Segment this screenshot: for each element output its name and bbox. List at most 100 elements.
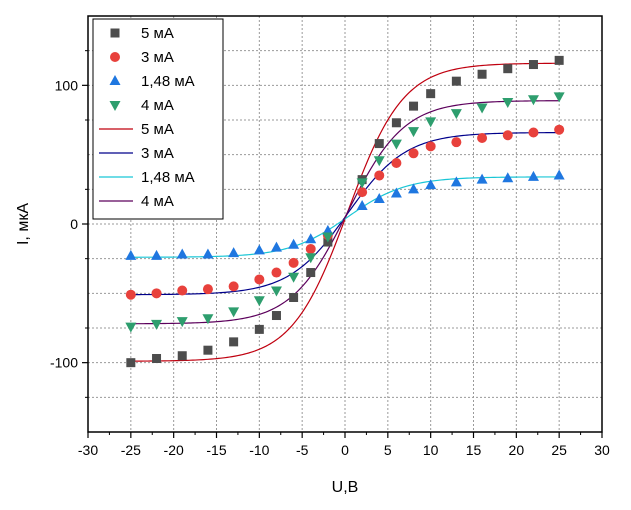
data-point	[228, 247, 240, 258]
y-tick-label: -100	[50, 355, 78, 371]
data-point	[356, 199, 368, 210]
x-tick-label: 30	[594, 442, 610, 458]
data-point	[253, 244, 265, 255]
grid	[88, 16, 602, 432]
data-point	[357, 187, 368, 198]
legend-label: 5 мА	[141, 25, 174, 42]
x-tick-label: 25	[551, 442, 567, 458]
data-point	[356, 178, 368, 189]
data-point	[391, 157, 402, 168]
data-point	[503, 64, 513, 74]
x-tick-label: 5	[384, 442, 392, 458]
data-point	[528, 60, 538, 70]
data-point	[426, 89, 436, 99]
data-point	[288, 257, 299, 268]
data-point	[203, 345, 213, 355]
data-point	[176, 317, 188, 328]
data-point	[425, 179, 437, 190]
data-point	[408, 127, 420, 138]
legend: 5 мА 3 мА 1,48 мА 4 мА 5 мА 3 мА 1,48 мА 4 мА	[92, 18, 224, 220]
data-point	[177, 351, 187, 361]
legend-label: 5 мА	[141, 121, 174, 138]
x-axis-title: U,B	[332, 479, 359, 496]
legend-label: 1,48 мА	[141, 73, 195, 90]
x-tick-label: -5	[296, 442, 309, 458]
data-point	[271, 267, 282, 278]
data-point	[271, 311, 281, 321]
data-point	[125, 322, 137, 333]
data-point	[373, 156, 385, 167]
data-point	[527, 170, 539, 181]
data-point	[305, 253, 317, 264]
x-tick-label: 10	[423, 442, 439, 458]
data-point	[477, 69, 487, 79]
y-tick-label: 100	[55, 77, 79, 93]
data-point	[374, 139, 384, 149]
data-point	[176, 248, 188, 259]
data-point	[125, 249, 137, 260]
data-point	[408, 148, 419, 159]
data-point	[125, 289, 136, 300]
data-point	[390, 187, 402, 198]
tick-labels: -30 -25 -20 -15 -10 -5 0 5 10 15 20 25 30 -100 0 100	[50, 77, 610, 458]
x-tick-label: -10	[249, 442, 269, 458]
x-tick-label: 20	[509, 442, 525, 458]
data-point	[408, 183, 420, 194]
data-point	[254, 324, 264, 334]
data-points	[125, 55, 565, 368]
legend-marker	[110, 52, 120, 62]
data-point	[451, 76, 461, 86]
data-point	[554, 124, 565, 135]
data-point	[202, 284, 213, 295]
data-point	[305, 243, 316, 254]
data-point	[151, 288, 162, 299]
legend-label: 1,48 мА	[141, 169, 195, 186]
data-point	[202, 314, 214, 325]
data-point	[553, 92, 565, 103]
data-point	[450, 109, 462, 120]
data-point	[151, 249, 163, 260]
data-point	[306, 268, 316, 278]
data-point	[288, 272, 300, 283]
data-point	[554, 55, 564, 65]
fit-line	[130, 100, 560, 325]
data-point	[202, 248, 214, 259]
x-tick-label: -25	[121, 442, 141, 458]
data-point	[270, 286, 282, 297]
y-tick-label: 0	[70, 216, 78, 232]
data-point	[374, 170, 385, 181]
data-point	[228, 307, 240, 318]
data-point	[305, 233, 317, 244]
data-point	[409, 101, 419, 111]
data-point	[502, 130, 513, 141]
data-point	[425, 141, 436, 152]
x-tick-label: 15	[466, 442, 482, 458]
data-point	[390, 139, 402, 150]
data-point	[502, 172, 514, 183]
data-point	[528, 127, 539, 138]
data-point	[527, 95, 539, 106]
data-point	[425, 117, 437, 128]
y-axis-title: I, мкА	[15, 203, 32, 245]
legend-label: 3 мА	[141, 145, 174, 162]
data-point	[450, 176, 462, 187]
data-point	[553, 169, 565, 180]
data-point	[477, 133, 488, 144]
data-point	[322, 224, 334, 235]
legend-marker	[110, 28, 120, 38]
fit-lines	[130, 62, 560, 362]
data-point	[126, 358, 136, 368]
data-point	[288, 238, 300, 249]
data-point	[476, 173, 488, 184]
axis-ticks	[82, 50, 603, 438]
data-point	[391, 118, 401, 128]
data-point	[229, 337, 239, 347]
data-point	[270, 241, 282, 252]
data-point	[151, 319, 163, 330]
data-point	[228, 281, 239, 292]
data-point	[502, 97, 514, 108]
x-tick-label: -15	[206, 442, 226, 458]
data-point	[177, 285, 188, 296]
legend-marker	[109, 101, 121, 111]
